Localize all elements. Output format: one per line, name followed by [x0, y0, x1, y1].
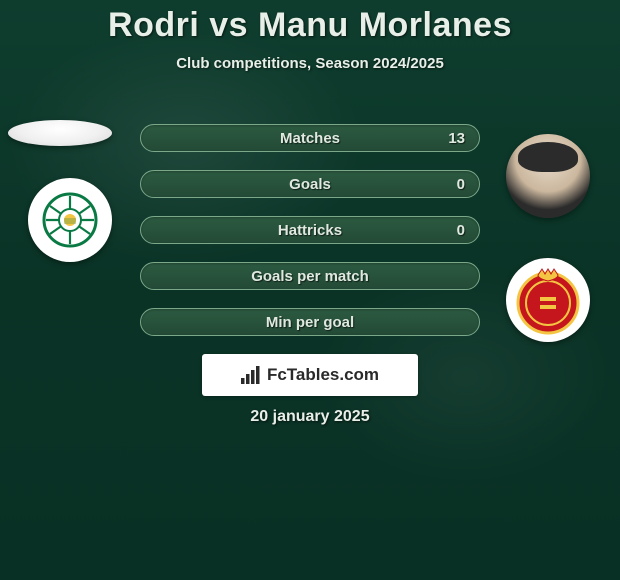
footer-date: 20 january 2025	[0, 408, 620, 426]
club-left-crest	[28, 178, 112, 262]
page-title: Rodri vs Manu Morlanes	[0, 0, 620, 45]
stat-bar-goals: Goals 0	[140, 170, 480, 198]
infographic-root: Rodri vs Manu Morlanes Club competitions…	[0, 0, 620, 580]
stat-value: 0	[457, 217, 465, 243]
player-left-avatar	[8, 120, 112, 146]
bar-chart-icon	[241, 366, 261, 384]
stat-bars: Matches 13 Goals 0 Hattricks 0 Goals per…	[140, 124, 480, 354]
brand-box: FcTables.com	[202, 354, 418, 396]
stat-label: Hattricks	[141, 217, 479, 243]
stat-value: 0	[457, 171, 465, 197]
stat-bar-matches: Matches 13	[140, 124, 480, 152]
subtitle: Club competitions, Season 2024/2025	[0, 55, 620, 72]
stat-label: Goals per match	[141, 263, 479, 289]
mallorca-crest-icon	[513, 263, 583, 337]
stat-label: Min per goal	[141, 309, 479, 335]
stat-bar-hattricks: Hattricks 0	[140, 216, 480, 244]
brand-text: FcTables.com	[267, 365, 379, 385]
player-right-avatar	[506, 134, 590, 218]
stat-label: Goals	[141, 171, 479, 197]
betis-crest-icon	[42, 192, 98, 248]
stat-label: Matches	[141, 125, 479, 151]
club-right-crest	[506, 258, 590, 342]
stat-value: 13	[448, 125, 465, 151]
stat-bar-min-per-goal: Min per goal	[140, 308, 480, 336]
stat-bar-goals-per-match: Goals per match	[140, 262, 480, 290]
